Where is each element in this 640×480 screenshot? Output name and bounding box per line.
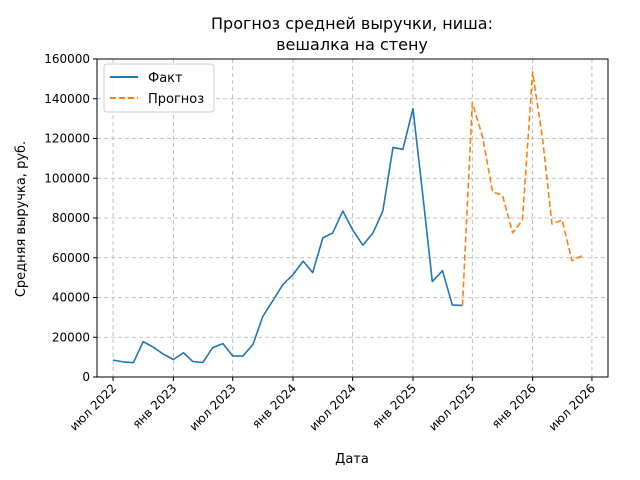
series-lines bbox=[112, 71, 583, 364]
y-tick-label-2: 40000 bbox=[52, 291, 90, 305]
legend: Факт Прогноз bbox=[103, 63, 215, 113]
x-tick-label-4: июл 2024 bbox=[307, 381, 359, 433]
x-tick-label-5: янв 2025 bbox=[369, 381, 419, 431]
x-tick-label-6: июл 2025 bbox=[426, 381, 478, 433]
y-tick-label-6: 120000 bbox=[44, 132, 90, 146]
y-tick-label-0: 0 bbox=[82, 370, 90, 384]
legend-label-forecast: Прогноз bbox=[148, 92, 204, 107]
legend-label-fact: Факт bbox=[148, 71, 183, 86]
x-tick-label-0: июл 2022 bbox=[67, 381, 119, 433]
y-axis-label: Средняя выручка, руб. bbox=[14, 141, 29, 297]
x-tick-label-1: янв 2023 bbox=[130, 381, 180, 431]
x-tick-label-2: июл 2023 bbox=[187, 381, 239, 433]
x-tick-label-3: янв 2024 bbox=[249, 381, 299, 431]
x-axis-label: Дата bbox=[335, 452, 369, 467]
x-tick-label-7: янв 2026 bbox=[489, 381, 539, 431]
y-tick-label-7: 140000 bbox=[44, 92, 90, 106]
y-tick-label-5: 100000 bbox=[44, 171, 90, 185]
y-tick-label-8: 160000 bbox=[44, 52, 90, 66]
x-tick-label-8: июл 2026 bbox=[546, 381, 598, 433]
y-tick-label-3: 60000 bbox=[52, 251, 90, 265]
y-tick-label-4: 80000 bbox=[52, 211, 90, 225]
chart-title-line-2: вешалка на стену bbox=[276, 35, 428, 54]
series-line-forecast bbox=[461, 71, 583, 306]
y-tick-label-1: 20000 bbox=[52, 330, 90, 344]
chart-title-line-1: Прогноз средней выручки, ниша: bbox=[211, 14, 493, 33]
series-line-fact bbox=[112, 107, 463, 364]
